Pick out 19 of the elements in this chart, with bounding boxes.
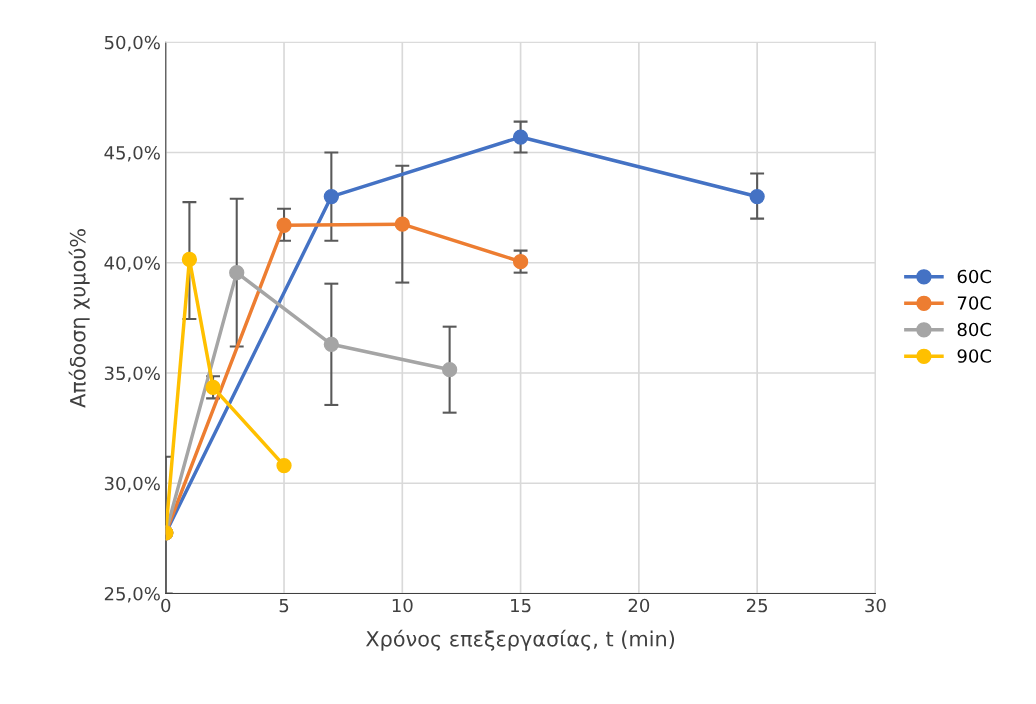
x-tick-label: 5 (279, 598, 289, 613)
y-tick-label: 25,0% (104, 586, 160, 603)
y-tick-label: 30,0% (104, 476, 160, 493)
legend-label: 80C (957, 322, 992, 337)
x-tick-label: 25 (746, 598, 768, 613)
legend-label: 90C (957, 349, 992, 363)
y-tick-label: 35,0% (104, 366, 160, 382)
legend-label: 60C (957, 269, 992, 284)
x-tick-label: 30 (865, 598, 886, 613)
x-tick-label: 20 (628, 598, 650, 613)
y-tick-label: 50,0% (104, 35, 160, 52)
x-tick-label: 15 (511, 598, 531, 613)
y-tick-label: 45,0% (104, 145, 160, 162)
y-tick-label: 40,0% (104, 256, 160, 272)
x-axis-title: Χρόνος επεξεργασίας, t (min) (365, 629, 675, 651)
y-axis-title: Απόδοση χυμού% (68, 229, 90, 408)
x-tick-label: 10 (392, 598, 413, 613)
x-tick-label: 0 (161, 598, 171, 613)
legend-label: 70C (957, 296, 992, 310)
